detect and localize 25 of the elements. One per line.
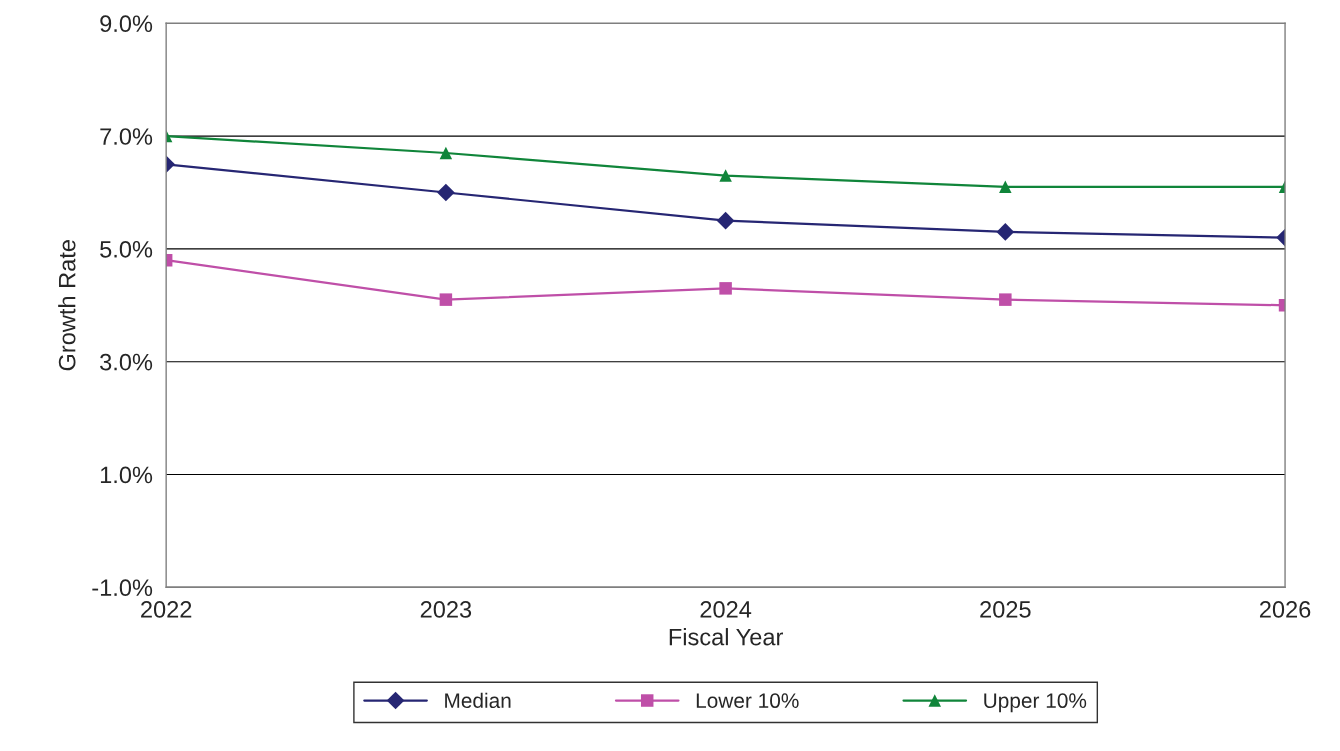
y-tick-label: 3.0% — [100, 353, 153, 371]
point — [999, 293, 1012, 306]
point — [439, 146, 453, 160]
legend-label: Lower 10% — [696, 693, 799, 709]
point — [719, 282, 732, 295]
x-tick-label: 2025 — [980, 601, 1031, 618]
x-axis-title: Fiscal Year — [669, 628, 783, 646]
point — [996, 223, 1015, 241]
legend-label: Upper 10% — [984, 693, 1087, 713]
y-tick-label: -1.0% — [92, 579, 153, 597]
y-tick-label: 9.0% — [100, 15, 153, 33]
x-tick-label: 2026 — [1259, 601, 1311, 618]
legend-label: Median — [445, 692, 511, 709]
point — [719, 169, 732, 182]
y-tick-label: 1.0% — [100, 466, 153, 484]
x-tick-label: 2024 — [700, 601, 752, 618]
point — [716, 211, 735, 230]
x-tick-label: 2022 — [141, 601, 192, 618]
x-tick-label: 2023 — [420, 601, 472, 618]
y-tick-label: 5.0% — [100, 240, 153, 258]
point — [437, 183, 455, 202]
point — [999, 180, 1012, 194]
y-tick-label: 7.0% — [100, 128, 153, 145]
point — [439, 293, 453, 306]
y-axis-title: Growth Rate — [58, 240, 76, 371]
